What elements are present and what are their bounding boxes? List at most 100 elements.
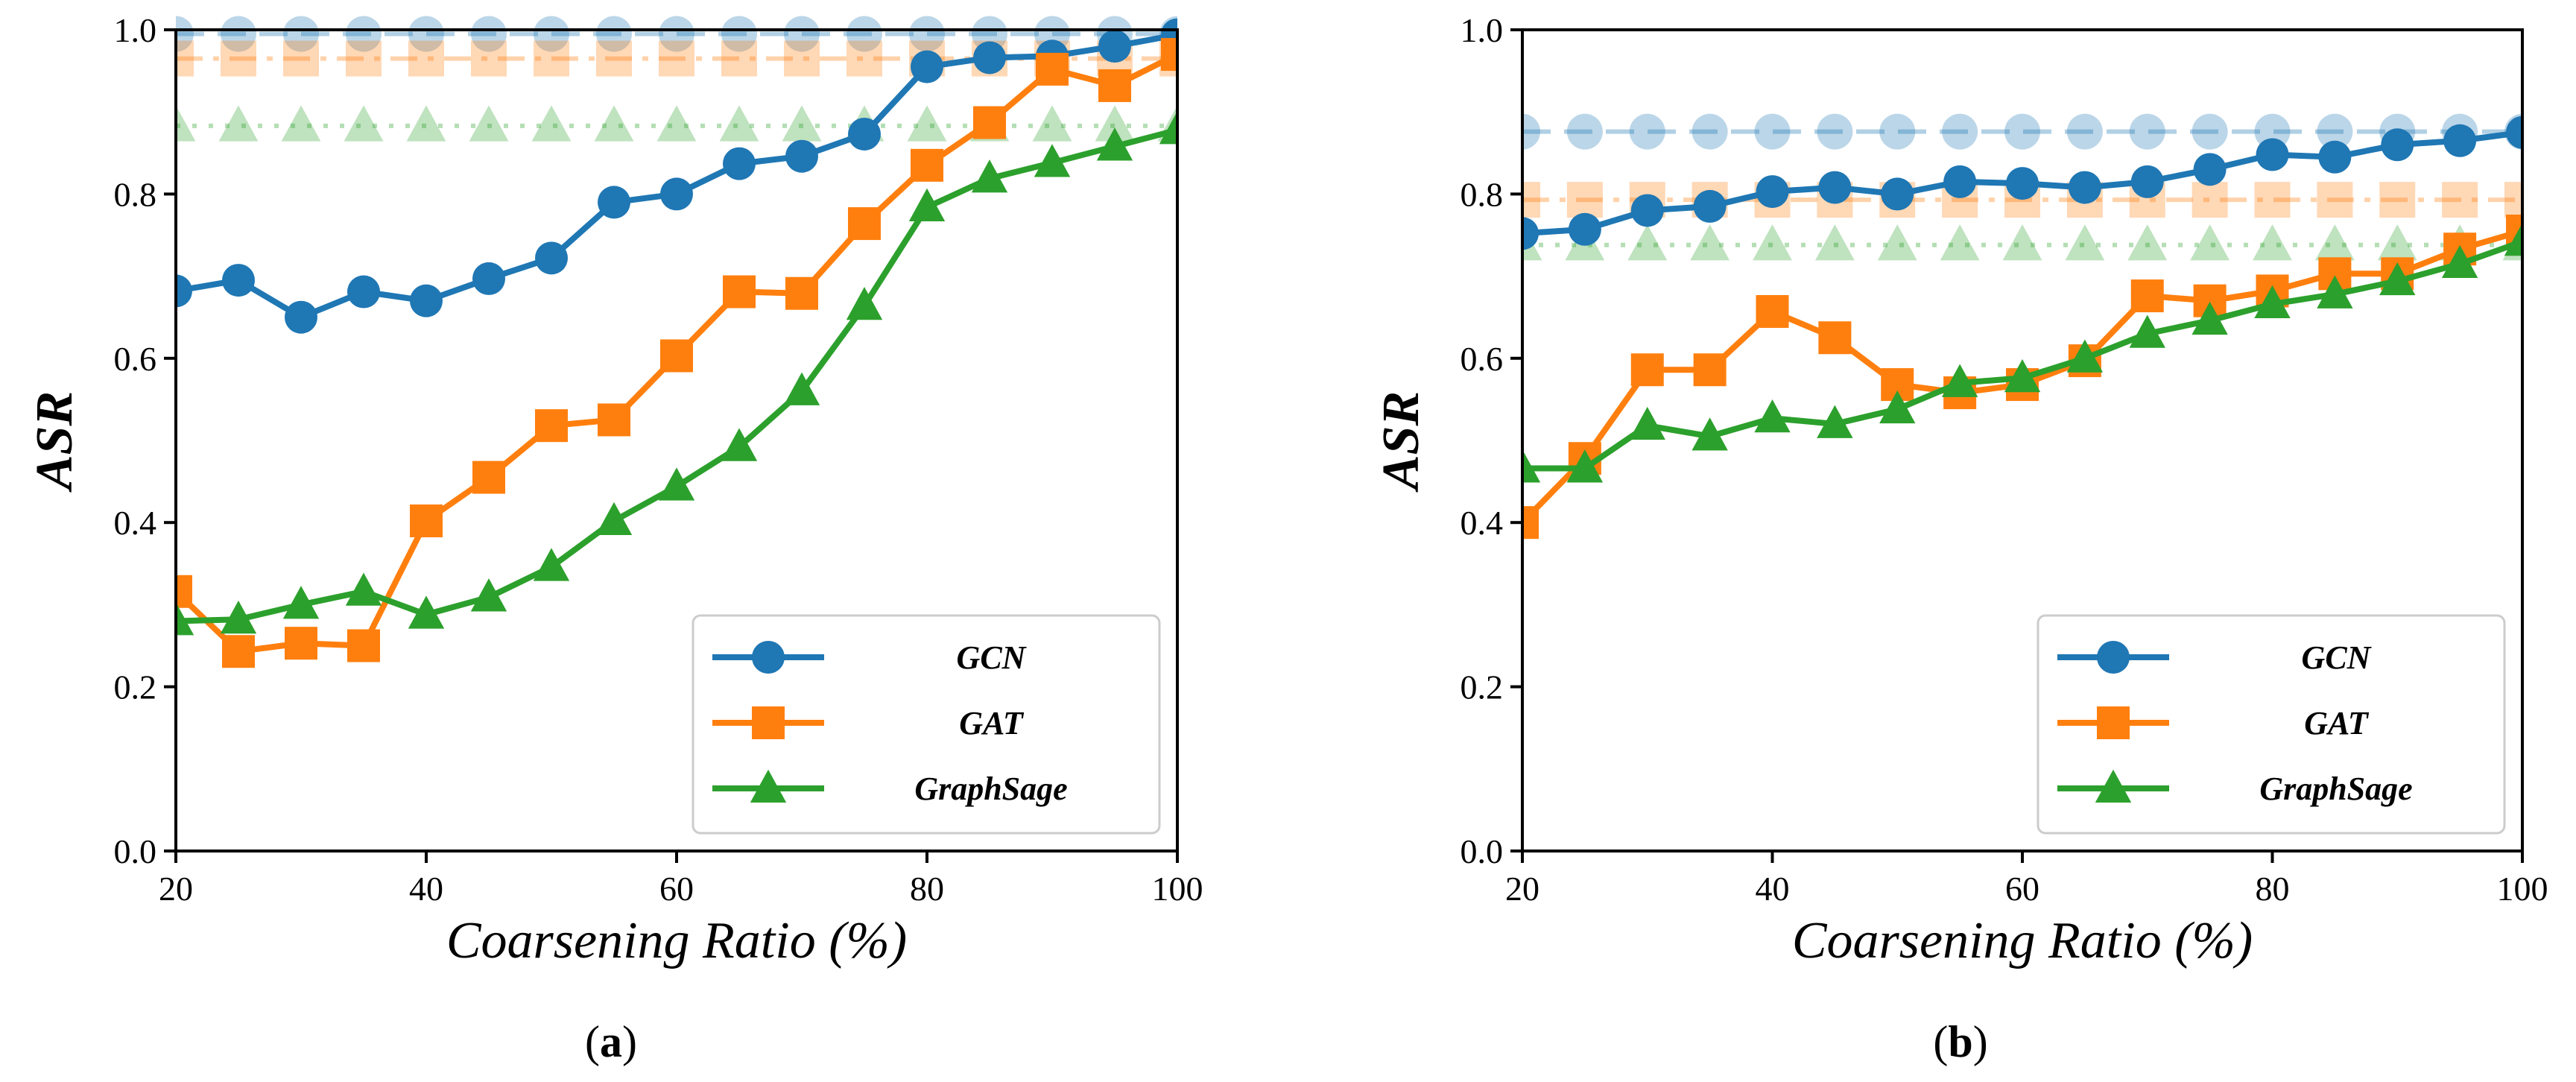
legend-label: GraphSage bbox=[2259, 771, 2412, 807]
data-point bbox=[470, 578, 507, 612]
baseline-marker bbox=[719, 105, 759, 142]
series-graphsage bbox=[1522, 223, 2522, 483]
data-point bbox=[176, 602, 194, 636]
series-graphsage bbox=[176, 111, 1177, 636]
x-tick-label: 60 bbox=[659, 870, 694, 908]
baseline-marker bbox=[281, 105, 321, 142]
baseline-marker bbox=[408, 16, 444, 52]
data-point bbox=[2004, 358, 2041, 393]
y-tick-label: 0.4 bbox=[1461, 504, 1504, 542]
baseline-marker bbox=[2314, 224, 2355, 261]
baseline-marker bbox=[784, 40, 820, 77]
baseline-marker bbox=[534, 16, 569, 52]
baseline-marker bbox=[408, 40, 444, 77]
baseline-marker bbox=[2002, 224, 2042, 261]
data-point bbox=[1941, 364, 1978, 397]
data-point bbox=[2317, 275, 2353, 309]
data-point bbox=[1817, 405, 1853, 438]
legend-entry-graphsage: GraphSage bbox=[2057, 769, 2413, 807]
data-point bbox=[1098, 30, 1131, 63]
y-axis: 0.0 0.2 0.4 0.6 0.8 1.0 bbox=[1461, 11, 1522, 870]
data-point bbox=[2318, 140, 2352, 174]
baseline-marker bbox=[221, 40, 256, 77]
baseline-marker bbox=[1753, 224, 1792, 261]
data-point bbox=[1096, 127, 1133, 161]
data-point bbox=[1818, 321, 1852, 355]
data-point bbox=[535, 409, 568, 443]
data-point bbox=[410, 504, 443, 537]
data-point bbox=[408, 595, 445, 629]
x-tick-label: 80 bbox=[910, 870, 944, 908]
baseline-marker bbox=[2254, 113, 2291, 150]
baseline-marker bbox=[1522, 182, 1540, 218]
data-point bbox=[1034, 144, 1071, 177]
chart-panel-b: 0.0 0.2 0.4 0.6 0.8 1.0 20 40 60 80 100 Coarsening … bbox=[1373, 11, 2548, 1066]
baseline-marker bbox=[1566, 182, 1603, 218]
legend-box bbox=[2037, 614, 2506, 835]
data-point bbox=[1522, 506, 1539, 540]
data-point bbox=[176, 575, 192, 608]
baseline-marker bbox=[1692, 113, 1728, 150]
baseline-marker bbox=[1817, 113, 1853, 150]
baseline-marker bbox=[2442, 182, 2478, 218]
data-point bbox=[848, 207, 881, 241]
y-tick-label: 0.4 bbox=[114, 504, 157, 542]
y-tick-label: 0.2 bbox=[114, 668, 157, 706]
y-tick-label: 0.8 bbox=[114, 175, 157, 213]
data-point bbox=[2130, 165, 2164, 198]
legend-label: GAT bbox=[959, 705, 1025, 741]
baseline-marker bbox=[218, 105, 259, 142]
data-point bbox=[285, 300, 317, 334]
x-tick-label: 20 bbox=[1505, 870, 1539, 908]
y-tick-label: 0.6 bbox=[1461, 340, 1504, 378]
legend-entry-graphsage: GraphSage bbox=[712, 769, 1068, 807]
data-point bbox=[410, 284, 443, 317]
data-point bbox=[222, 635, 255, 668]
baseline-marker bbox=[1522, 224, 1542, 261]
baseline-marker bbox=[471, 16, 507, 52]
data-point bbox=[848, 117, 881, 151]
data-point bbox=[1943, 165, 1977, 198]
baseline-marker bbox=[2192, 182, 2228, 218]
baseline-marker bbox=[1879, 113, 1916, 150]
data-point bbox=[785, 276, 818, 310]
data-point bbox=[2193, 153, 2227, 186]
baseline-marker bbox=[346, 16, 382, 52]
data-point bbox=[347, 629, 380, 662]
legend-label: GCN bbox=[2302, 639, 2373, 676]
x-tick-label: 100 bbox=[2497, 870, 2548, 908]
data-point bbox=[2066, 339, 2104, 373]
data-point bbox=[2381, 128, 2414, 162]
data-point bbox=[1879, 390, 1916, 424]
baseline-marker bbox=[1629, 113, 1665, 150]
legend-label: GCN bbox=[957, 639, 1028, 676]
y-tick-label: 1.0 bbox=[114, 11, 157, 49]
baseline-marker bbox=[596, 40, 632, 77]
x-axis-title: Coarsening Ratio (%) bbox=[1792, 912, 2253, 969]
baseline-marker bbox=[907, 105, 947, 142]
data-point bbox=[220, 600, 257, 634]
series-gcn bbox=[1522, 116, 2522, 250]
data-point bbox=[2504, 223, 2522, 256]
series-line bbox=[176, 31, 1177, 320]
x-axis: 20 40 60 80 100 bbox=[159, 851, 1203, 908]
data-point bbox=[535, 241, 568, 275]
data-point bbox=[1692, 417, 1728, 451]
baseline-marker bbox=[909, 16, 945, 52]
baseline-marker bbox=[596, 16, 632, 52]
data-point bbox=[1818, 171, 1852, 204]
legend-entry-gcn: GCN bbox=[712, 639, 1028, 676]
baseline-marker bbox=[1754, 113, 1791, 150]
data-point bbox=[2254, 285, 2291, 319]
baseline-marker bbox=[344, 105, 384, 142]
baseline-marker bbox=[721, 16, 757, 52]
data-point bbox=[598, 186, 630, 219]
data-point bbox=[1693, 189, 1727, 223]
baseline-marker bbox=[221, 16, 256, 52]
data-point bbox=[2379, 262, 2416, 296]
baseline-marker bbox=[1566, 113, 1603, 150]
data-point bbox=[2256, 138, 2289, 171]
data-point bbox=[345, 572, 382, 606]
data-point bbox=[1754, 399, 1791, 433]
data-point bbox=[282, 586, 320, 619]
